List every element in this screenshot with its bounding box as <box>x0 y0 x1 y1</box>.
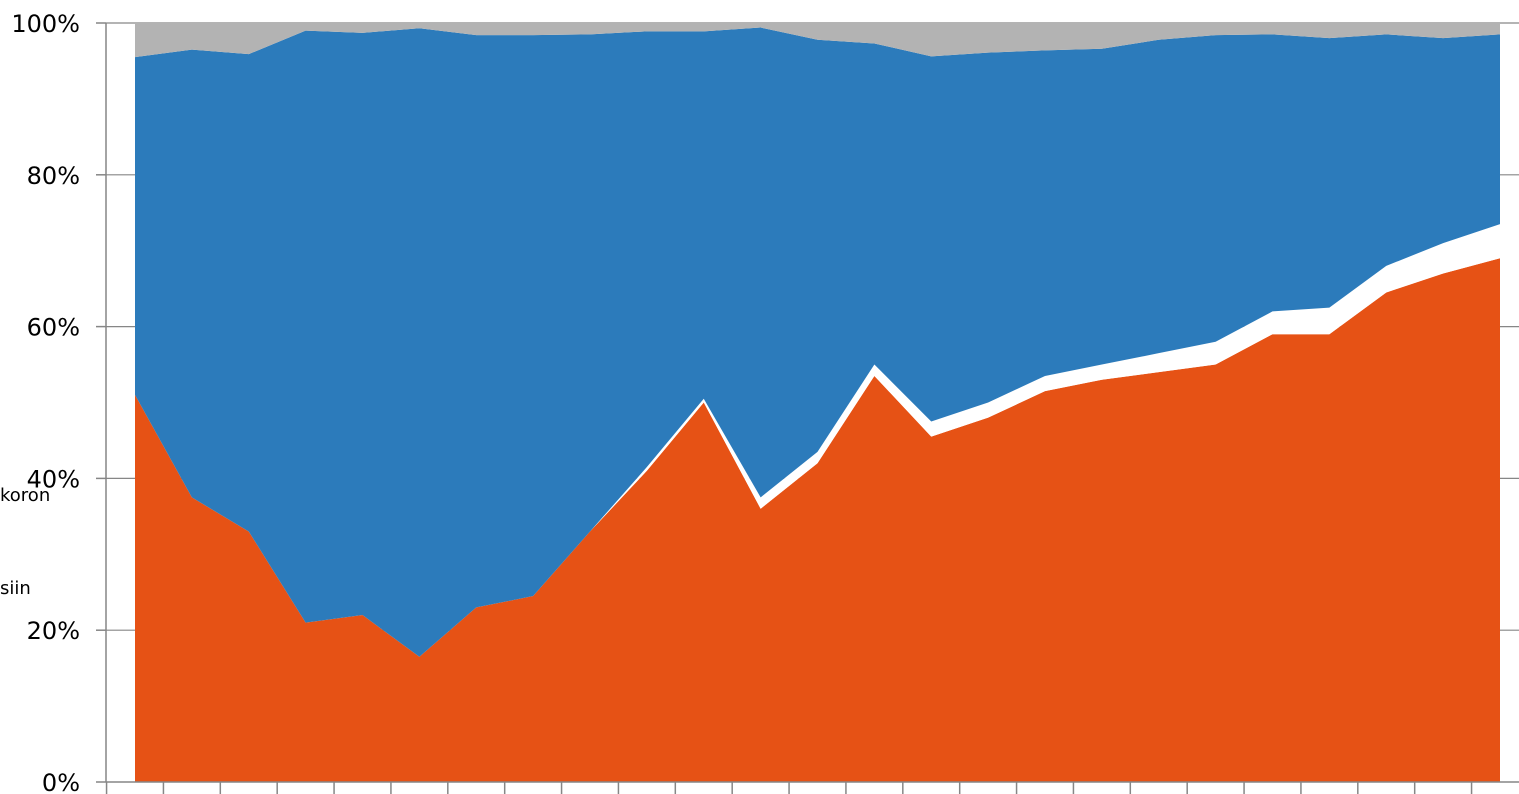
axes <box>105 23 1519 783</box>
area-series-4 <box>135 23 1500 58</box>
y-tick-label-80pct: 80% <box>27 162 80 190</box>
clipped-text-siin: siin <box>0 578 31 599</box>
stacked-areas <box>135 23 1500 782</box>
clipped-text-koron: koron <box>0 485 50 506</box>
y-tick-label-100pct: 100% <box>11 10 80 38</box>
area-series-1 <box>135 258 1500 782</box>
area-series-3 <box>135 27 1500 657</box>
y-axis-tick-labels: 0% 20% 40% 60% 80% 100% <box>11 10 106 794</box>
y-tick-label-20pct: 20% <box>27 617 80 645</box>
clipped-legend-fragments: koron siin <box>0 485 50 599</box>
y-tick-label-60pct: 60% <box>27 314 80 342</box>
x-axis-ticks <box>105 782 1473 794</box>
y-tick-label-0pct: 0% <box>42 769 80 794</box>
y-tick-label-40pct: 40% <box>27 465 80 493</box>
